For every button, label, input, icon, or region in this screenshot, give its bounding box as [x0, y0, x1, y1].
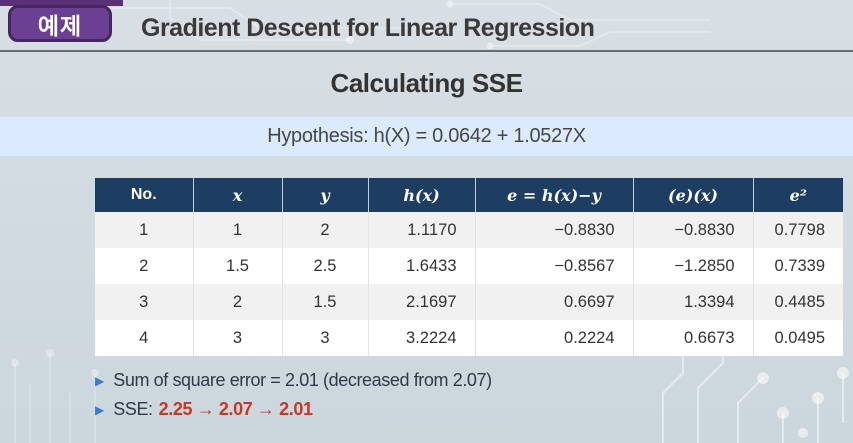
- bullet-triangle-icon: ▶: [95, 402, 105, 417]
- table-cell: 4: [95, 320, 193, 356]
- table-row: 2 1.5 2.5 1.6433 −0.8567 −1.2850 0.7339: [95, 248, 843, 284]
- table-cell: 3: [281, 320, 368, 356]
- circuit-pattern-bottom-right: [662, 353, 849, 443]
- table-cell: 0.6697: [474, 284, 633, 320]
- sse-values: 2.25 → 2.07 → 2.01: [158, 399, 313, 419]
- table-cell: 3: [192, 320, 282, 356]
- example-badge-label: 예제: [37, 12, 83, 39]
- table-header-cell: (e)(x): [632, 178, 753, 212]
- bullet-triangle-icon: ▶: [95, 373, 105, 388]
- table-cell: 1.1170: [367, 212, 475, 248]
- notes-section: ▶ Sum of square error = 2.01 (decreased …: [95, 366, 492, 424]
- example-badge: 예제: [8, 5, 112, 42]
- table-cell: 1: [192, 212, 282, 248]
- table-row: 1 1 2 1.1170 −0.8830 −0.8830 0.7798: [95, 212, 843, 248]
- table-cell: 1: [95, 212, 193, 248]
- table-cell: 3.2224: [367, 320, 475, 356]
- table-header-cell: No.: [95, 178, 193, 212]
- table-cell: 0.6673: [632, 320, 753, 356]
- table-cell: 0.4485: [752, 284, 843, 320]
- table-cell: −0.8830: [474, 212, 633, 248]
- page-title: Gradient Descent for Linear Regression: [141, 13, 595, 42]
- table-cell: 2.1697: [367, 284, 475, 320]
- table-header-cell: x: [192, 178, 282, 212]
- table-header-cell: e²: [752, 178, 843, 212]
- table-cell: −0.8830: [632, 212, 753, 248]
- table-row: 4 3 3 3.2224 0.2224 0.6673 0.0495: [95, 320, 843, 356]
- table-cell: 2: [192, 284, 282, 320]
- note-sse-progression: ▶ SSE: 2.25 → 2.07 → 2.01: [95, 395, 492, 424]
- table-header-cell: y: [281, 178, 368, 212]
- table-header-cell: e = h(x)−y: [474, 178, 633, 212]
- table-cell: 0.2224: [474, 320, 633, 356]
- hypothesis-text: Hypothesis: h(X) = 0.0642 + 1.0527X: [267, 125, 586, 147]
- table-cell: 2: [95, 248, 193, 284]
- hypothesis-band: Hypothesis: h(X) = 0.0642 + 1.0527X: [0, 117, 853, 156]
- table-cell: 0.7798: [752, 212, 843, 248]
- top-accent-strip: [0, 0, 123, 6]
- table-cell: −0.8567: [474, 248, 633, 284]
- table-cell: 3: [95, 284, 193, 320]
- table-cell: 2: [281, 212, 368, 248]
- note-sum-text: Sum of square error = 2.01 (decreased fr…: [113, 370, 492, 390]
- sse-table: No. x y h(x) e = h(x)−y (e)(x) e² 1 1 2 1.1170 −0.8…: [95, 178, 843, 356]
- table-cell: 0.7339: [752, 248, 843, 284]
- table-cell: 1.6433: [367, 248, 475, 284]
- table-cell: 1.5: [281, 284, 368, 320]
- table-header-cell: h(x): [367, 178, 475, 212]
- table-cell: 0.0495: [752, 320, 843, 356]
- slide-title: Calculating SSE: [330, 68, 523, 98]
- table-cell: 2.5: [281, 248, 368, 284]
- title-divider: [0, 50, 853, 52]
- table-cell: 1.5: [192, 248, 282, 284]
- table-row: 3 2 1.5 2.1697 0.6697 1.3394 0.4485: [95, 284, 843, 320]
- note-sum-of-square-error: ▶ Sum of square error = 2.01 (decreased …: [95, 366, 492, 395]
- sse-label: SSE:: [113, 399, 153, 419]
- table-cell: −1.2850: [632, 248, 753, 284]
- table-cell: 1.3394: [632, 284, 753, 320]
